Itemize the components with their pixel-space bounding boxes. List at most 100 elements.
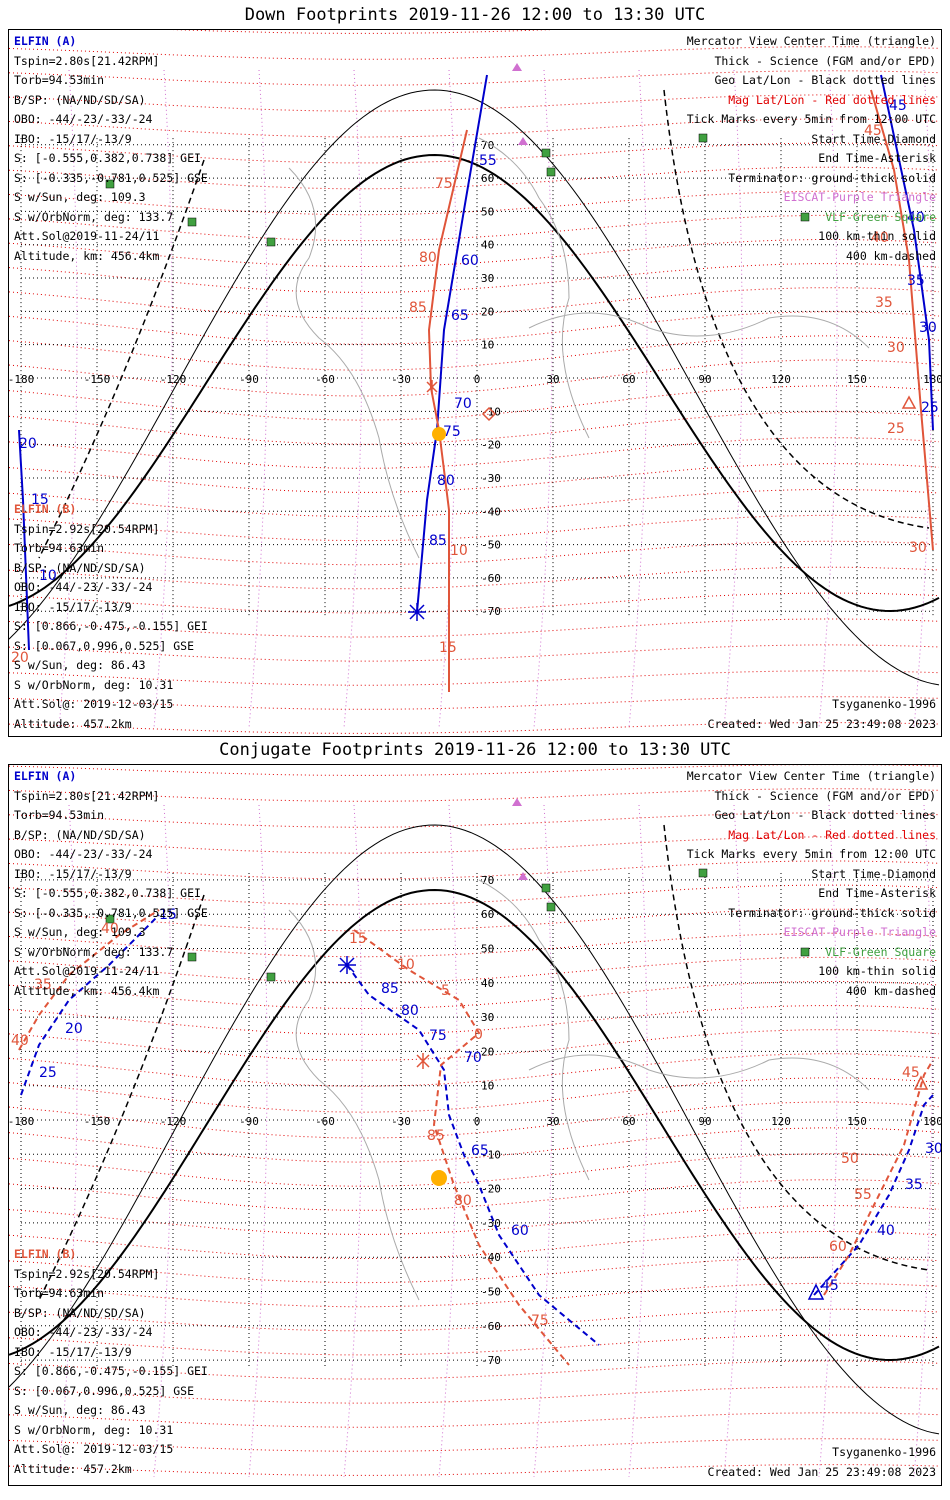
info-line: Torb=94.63min bbox=[14, 1286, 105, 1300]
elfin-b-tick-label: 40 bbox=[11, 1033, 29, 1049]
mag-lon-line bbox=[818, 804, 838, 1478]
legend-line: Start Time-Diamond bbox=[811, 131, 936, 146]
info-line: IBO: -15/17/-13/9 bbox=[14, 131, 132, 146]
coastline bbox=[288, 879, 870, 1301]
elfin-a-track bbox=[346, 964, 600, 1346]
lon-tick-label: 30 bbox=[546, 373, 559, 386]
info-line: S w/Sun, deg: 86.43 bbox=[14, 658, 146, 672]
vlf-square bbox=[546, 167, 556, 177]
info-line: IBO: -15/17/-13/9 bbox=[14, 866, 132, 881]
vlf-square bbox=[187, 952, 197, 962]
terminator-line bbox=[9, 153, 940, 613]
elfin-a-tick-label: 15 bbox=[31, 492, 49, 508]
info-line: S w/OrbNorm, deg: 10.31 bbox=[14, 1422, 174, 1437]
info-line: B/SP: (NA/ND/SD/SA) bbox=[14, 1305, 146, 1320]
vlf-square bbox=[105, 914, 115, 924]
mag-lat-line bbox=[9, 239, 940, 267]
info-line: Tspin=2.92s[20.54RPM] bbox=[14, 521, 160, 536]
elfin-a-tick-label: 10 bbox=[39, 568, 57, 584]
lat-tick-label: 20 bbox=[481, 1045, 494, 1058]
elfin-a-track bbox=[416, 74, 488, 613]
mag-lat-line bbox=[9, 385, 940, 421]
panel-title-down: Down Footprints 2019-11-26 12:00 to 13:3… bbox=[244, 5, 706, 25]
legend-line: Mag Lat/Lon - Red dotted lines bbox=[728, 827, 936, 842]
legend-line: VLF-Green Square bbox=[825, 944, 936, 959]
lon-tick-label: 180 bbox=[923, 373, 942, 386]
elfin-a-lines: Tspin=2.80s[21.42RPM] Torb=94.53min B/SP: … bbox=[14, 52, 208, 267]
vlf-square bbox=[266, 972, 276, 982]
elfin-b-tick-label: 45 bbox=[902, 1065, 920, 1081]
legend-line: Terminator: ground-thick solid bbox=[728, 905, 936, 920]
terminator-line bbox=[9, 888, 940, 1362]
lat-tick-label: 30 bbox=[481, 272, 494, 285]
elfin-b-tick-label: 80 bbox=[454, 1193, 472, 1209]
coastline bbox=[288, 137, 870, 559]
elfin-a-tick-label: 75 bbox=[443, 424, 461, 440]
lat-tick-label: 60 bbox=[481, 172, 494, 185]
lon-tick-label: 90 bbox=[698, 373, 711, 386]
vlf-square bbox=[800, 212, 810, 222]
created-label: Created: Wed Jan 25 23:49:08 2023 bbox=[707, 1465, 936, 1479]
lon-tick-label: 0 bbox=[474, 1115, 481, 1128]
center-triangle bbox=[913, 1075, 929, 1090]
elfin-b-tick-label: 60 bbox=[829, 1239, 847, 1255]
elfin-a-tick-label: 85 bbox=[429, 533, 447, 549]
lon-tick-label: -60 bbox=[315, 373, 335, 386]
info-line: S w/Sun, deg: 109.3 bbox=[14, 190, 146, 204]
info-line: IBO: -15/17/-13/9 bbox=[14, 1344, 132, 1359]
lat-tick-label: 10 bbox=[481, 339, 494, 352]
elfin-a-tick-label: 40 bbox=[877, 1223, 895, 1239]
lon-tick-label: 150 bbox=[847, 1115, 867, 1128]
mag-lon-line bbox=[343, 804, 363, 1478]
sun-icon bbox=[432, 427, 446, 441]
info-line: OBO: -44/-23/-33/-24 bbox=[14, 1325, 153, 1339]
map-canvas: -180 -150 -120 -90 -60 -30 0 30 60 90 120 150 180706… bbox=[9, 765, 942, 1478]
elfin-a-tick-label: 35 bbox=[905, 1177, 923, 1193]
elfin-b-tick-label: 10 bbox=[450, 543, 468, 559]
info-line: S w/OrbNorm, deg: 133.7 bbox=[14, 209, 174, 224]
mag-lon-line bbox=[248, 69, 268, 729]
lon-tick-label: -180 bbox=[9, 373, 34, 386]
elfin-b-info: ELFIN (B) Tspin=2.92s[20.54RPM] Torb=94.63… bbox=[14, 1245, 208, 1479]
elfin-b-tick-label: 80 bbox=[419, 250, 437, 266]
elfin-a-tick-label: 80 bbox=[401, 1003, 419, 1019]
mag-lat-line bbox=[9, 566, 940, 590]
lat-tick-label: 40 bbox=[481, 977, 494, 990]
elfin-a-tick-label: 75 bbox=[429, 1028, 447, 1044]
elfin-b-tick-label: 25 bbox=[887, 421, 905, 437]
400km-line bbox=[38, 894, 205, 1301]
mag-lat-line bbox=[9, 166, 940, 190]
elfin-a-tick-label: 20 bbox=[65, 1021, 83, 1037]
legend-line: End Time-Asterisk bbox=[818, 151, 936, 165]
legend-line: EISCAT-Purple Triangle bbox=[783, 925, 936, 939]
elfin-b-tick-label: 75 bbox=[435, 176, 453, 192]
lon-tick-label: -90 bbox=[239, 373, 259, 386]
elfin-a-tick-label: 30 bbox=[925, 1141, 942, 1157]
lat-tick-label: -50 bbox=[481, 1286, 501, 1299]
lon-tick-label: 120 bbox=[771, 1115, 791, 1128]
elfin-b-tick-label: 40 bbox=[871, 230, 889, 246]
mag-lat-line bbox=[9, 514, 940, 542]
eiscat-triangle bbox=[512, 798, 522, 806]
elfin-b-track-right bbox=[823, 1059, 934, 1296]
vlf-square bbox=[105, 179, 115, 189]
mag-lon-line bbox=[58, 804, 78, 1478]
lon-tick-label: -150 bbox=[84, 1115, 111, 1128]
info-line: Tspin=2.80s[21.42RPM] bbox=[14, 788, 160, 803]
info-line: S w/Sun, deg: 109.3 bbox=[14, 925, 146, 939]
legend-line: 400 km-dashed bbox=[845, 248, 936, 263]
elfin-a-tick-label: 55 bbox=[479, 153, 497, 169]
elfin-a-track-right bbox=[880, 74, 934, 431]
lat-tick-label: -50 bbox=[481, 539, 501, 552]
info-line: Tspin=2.92s[20.54RPM] bbox=[14, 1266, 160, 1281]
lat-tick-label: -20 bbox=[481, 439, 501, 452]
lat-tick-label: 20 bbox=[481, 305, 494, 318]
lat-tick-label: 50 bbox=[481, 943, 494, 956]
created-label: Created: Wed Jan 25 23:49:08 2023 bbox=[707, 717, 936, 731]
elfin-b-tick-label: 85 bbox=[409, 300, 427, 316]
legend-line: Mag Lat/Lon - Red dotted lines bbox=[728, 92, 936, 107]
info-line: Att.Sol@2019-11-24/11 bbox=[14, 964, 160, 978]
elfin-a-info: ELFIN (A) Tspin=2.80s[21.42RPM] Torb=94.53… bbox=[14, 767, 208, 1001]
panel-title-conjugate: Conjugate Footprints 2019-11-26 12:00 to… bbox=[219, 740, 731, 760]
eiscat-triangle bbox=[512, 63, 522, 71]
